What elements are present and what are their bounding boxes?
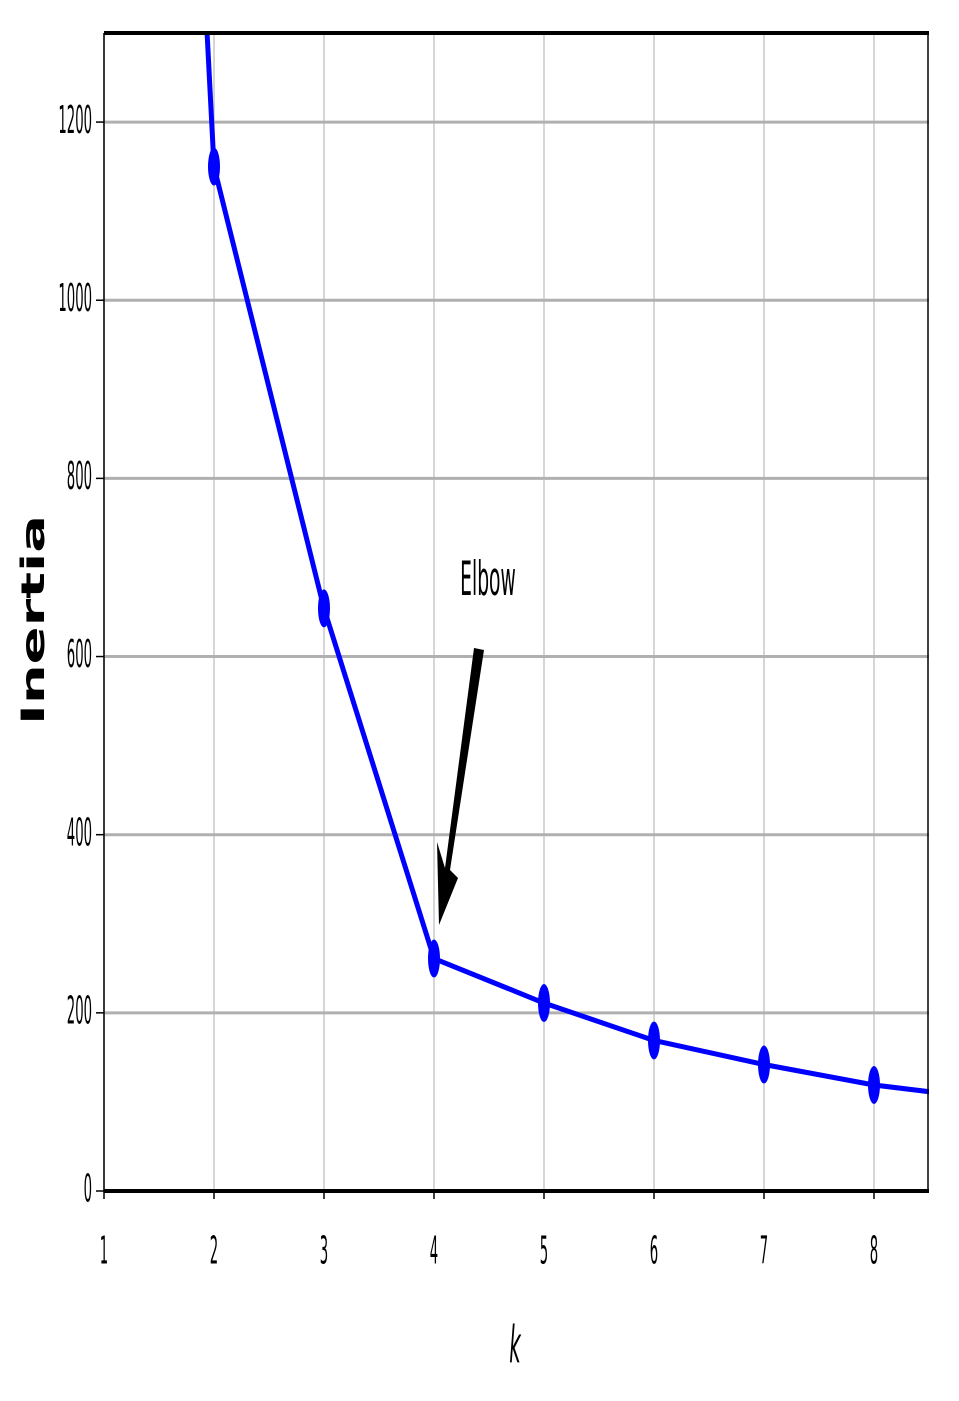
annotation: Elbow	[460, 550, 516, 607]
y-tick-label: 400	[67, 809, 92, 854]
data-point	[208, 147, 220, 186]
x-tick-label: 8	[870, 1228, 878, 1273]
data-point	[758, 1045, 770, 1084]
x-tick-label: 7	[760, 1228, 768, 1273]
x-tick-label: 4	[430, 1228, 438, 1273]
data-point	[648, 1021, 660, 1060]
x-axis-label: k	[509, 1316, 521, 1375]
x-tick-label: 1	[100, 1228, 108, 1273]
data-point	[428, 939, 440, 978]
data-point	[868, 1065, 880, 1104]
y-tick-label: 200	[67, 987, 92, 1032]
series-line	[204, 33, 929, 1095]
y-tick-label: 600	[67, 631, 92, 676]
grid	[103, 33, 929, 1193]
x-tick-label: 3	[320, 1228, 328, 1273]
y-tick-label: 0	[84, 1166, 92, 1211]
plot-area	[204, 33, 929, 1104]
y-tick-label: 1200	[58, 97, 92, 142]
annotation-arrow	[437, 648, 484, 925]
x-tick-label: 6	[650, 1228, 658, 1273]
y-tick-label: 800	[67, 453, 92, 498]
y-tick-label: 1000	[58, 275, 92, 320]
data-point	[318, 589, 330, 628]
x-tick-label: 2	[210, 1228, 218, 1273]
data-point	[538, 984, 550, 1023]
x-tick-label: 5	[540, 1228, 548, 1273]
y-axis-label: Inertia	[14, 515, 51, 725]
